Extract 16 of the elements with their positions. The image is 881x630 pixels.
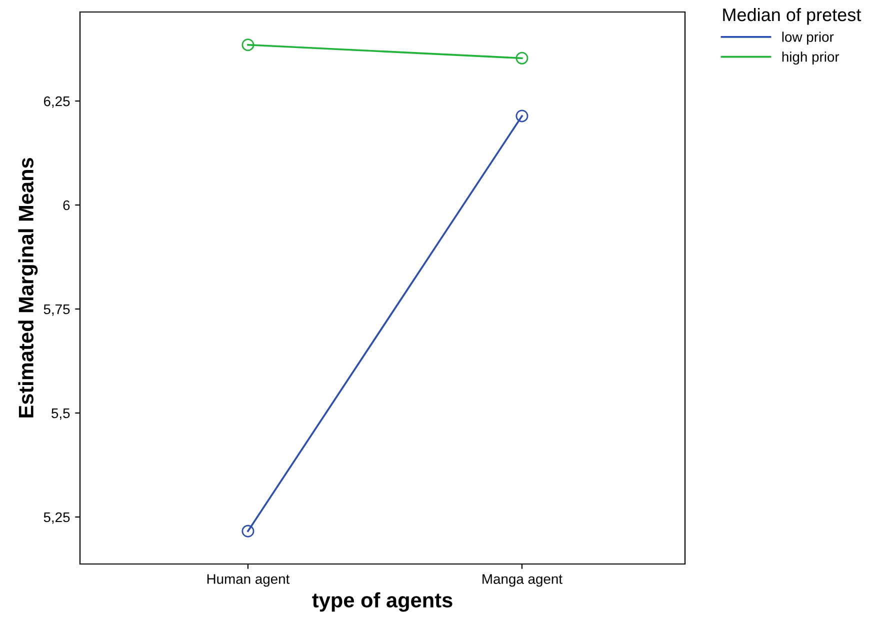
y-axis-title: Estimated Marginal Means: [18, 158, 38, 418]
y-tick-label: 5,5: [52, 408, 70, 420]
y-tick-label: 6: [63, 200, 70, 210]
x-tick-label: Manga agent: [482, 574, 562, 587]
x-tick-label: Human agent: [207, 574, 290, 587]
y-tick-label: 6,25: [44, 96, 70, 108]
y-tick-label: 5,75: [44, 304, 70, 316]
y-tick-label: 5,25: [44, 512, 70, 524]
legend-label: high prior: [782, 52, 840, 65]
point: [242, 524, 254, 538]
legend-title: Median of pretest: [723, 8, 862, 25]
point: [516, 110, 528, 122]
point: [516, 52, 528, 64]
x-axis-title: type of agents: [312, 592, 452, 612]
point: [242, 38, 254, 52]
legend-label: low prior: [782, 32, 834, 45]
